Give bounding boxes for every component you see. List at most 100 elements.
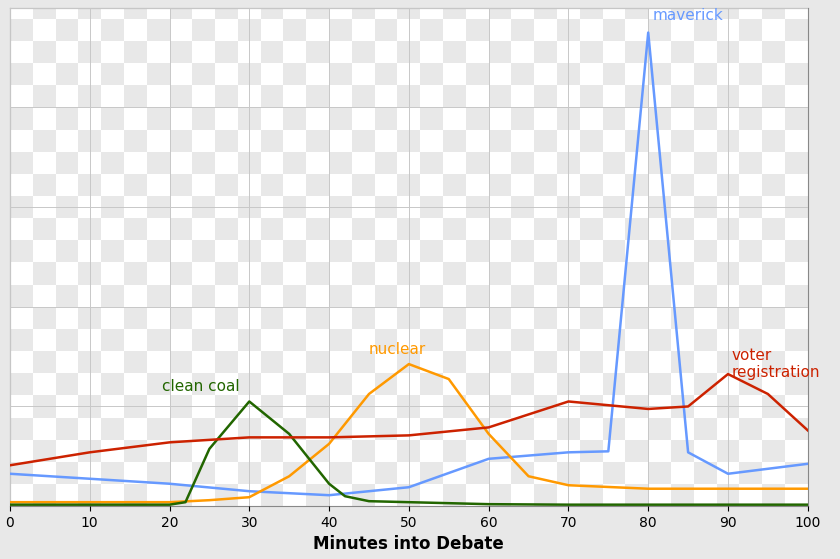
Bar [397, 351, 420, 373]
Bar [238, 196, 260, 218]
Bar [329, 18, 352, 41]
Bar [307, 18, 329, 41]
Bar [717, 351, 739, 373]
Bar [147, 130, 170, 151]
Bar [739, 351, 762, 373]
Bar [534, 18, 557, 41]
Bar [170, 351, 192, 373]
Bar [329, 351, 352, 373]
Bar [215, 63, 238, 85]
Bar [534, 41, 557, 63]
Bar [124, 462, 147, 484]
Bar [466, 18, 489, 41]
Bar [78, 130, 101, 151]
Bar [762, 395, 785, 418]
Bar [124, 351, 147, 373]
Bar [739, 329, 762, 351]
Bar [534, 285, 557, 307]
Bar [512, 262, 534, 285]
Bar [101, 329, 124, 351]
Bar [78, 395, 101, 418]
Bar [739, 218, 762, 240]
Bar [420, 240, 443, 262]
Bar [694, 41, 717, 63]
Bar [580, 18, 602, 41]
Bar [739, 262, 762, 285]
Bar [534, 174, 557, 196]
Bar [762, 307, 785, 329]
Bar [10, 196, 33, 218]
Bar [489, 329, 512, 351]
Bar [192, 85, 215, 107]
Bar [307, 151, 329, 174]
Bar [671, 240, 694, 262]
Bar [648, 174, 671, 196]
Bar [329, 395, 352, 418]
Bar [192, 262, 215, 285]
Bar [170, 8, 192, 18]
Bar [648, 196, 671, 218]
Bar [489, 440, 512, 462]
Bar [55, 262, 78, 285]
Bar [375, 418, 397, 440]
Bar [375, 218, 397, 240]
Bar [648, 440, 671, 462]
Bar [512, 240, 534, 262]
Bar [55, 107, 78, 130]
Bar [55, 440, 78, 462]
Bar [283, 218, 307, 240]
Bar [147, 18, 170, 41]
Bar [283, 418, 307, 440]
Bar [33, 107, 55, 130]
Bar [215, 285, 238, 307]
Bar [170, 440, 192, 462]
Bar [785, 351, 808, 373]
Bar [397, 418, 420, 440]
Bar [512, 307, 534, 329]
Bar [671, 196, 694, 218]
Bar [170, 285, 192, 307]
Bar [602, 63, 626, 85]
Bar [671, 484, 694, 506]
Bar [420, 85, 443, 107]
Bar [420, 395, 443, 418]
Bar [375, 262, 397, 285]
Bar [694, 174, 717, 196]
Bar [489, 418, 512, 440]
Bar [717, 418, 739, 440]
Bar [443, 285, 466, 307]
Bar [170, 18, 192, 41]
Bar [397, 240, 420, 262]
Bar [580, 85, 602, 107]
Bar [717, 373, 739, 395]
Bar [694, 329, 717, 351]
Bar [55, 329, 78, 351]
Bar [420, 151, 443, 174]
Bar [626, 351, 648, 373]
Bar [671, 130, 694, 151]
Bar [466, 196, 489, 218]
Bar [512, 107, 534, 130]
Bar [739, 395, 762, 418]
Bar [557, 484, 580, 506]
Bar [55, 130, 78, 151]
Bar [307, 41, 329, 63]
Bar [443, 351, 466, 373]
Bar [192, 418, 215, 440]
Bar [397, 130, 420, 151]
Bar [739, 373, 762, 395]
Bar [466, 307, 489, 329]
Bar [147, 8, 170, 18]
Bar [694, 440, 717, 462]
Bar [762, 218, 785, 240]
Bar [648, 418, 671, 440]
Bar [443, 462, 466, 484]
Bar [626, 218, 648, 240]
Bar [260, 262, 283, 285]
Bar [78, 174, 101, 196]
Bar [78, 462, 101, 484]
Bar [238, 63, 260, 85]
Bar [170, 174, 192, 196]
Bar [489, 462, 512, 484]
Bar [101, 196, 124, 218]
